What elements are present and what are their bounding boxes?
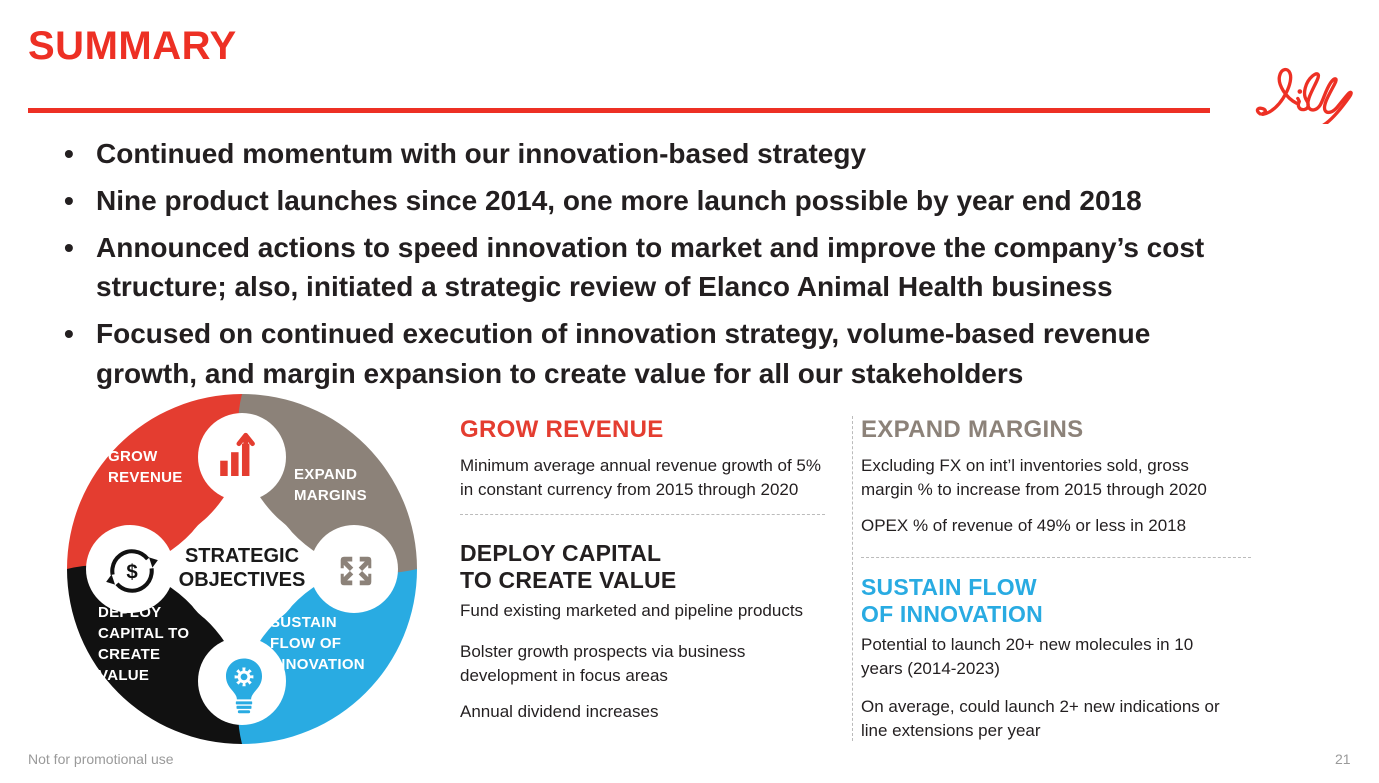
svg-text:$: $ xyxy=(126,561,138,583)
